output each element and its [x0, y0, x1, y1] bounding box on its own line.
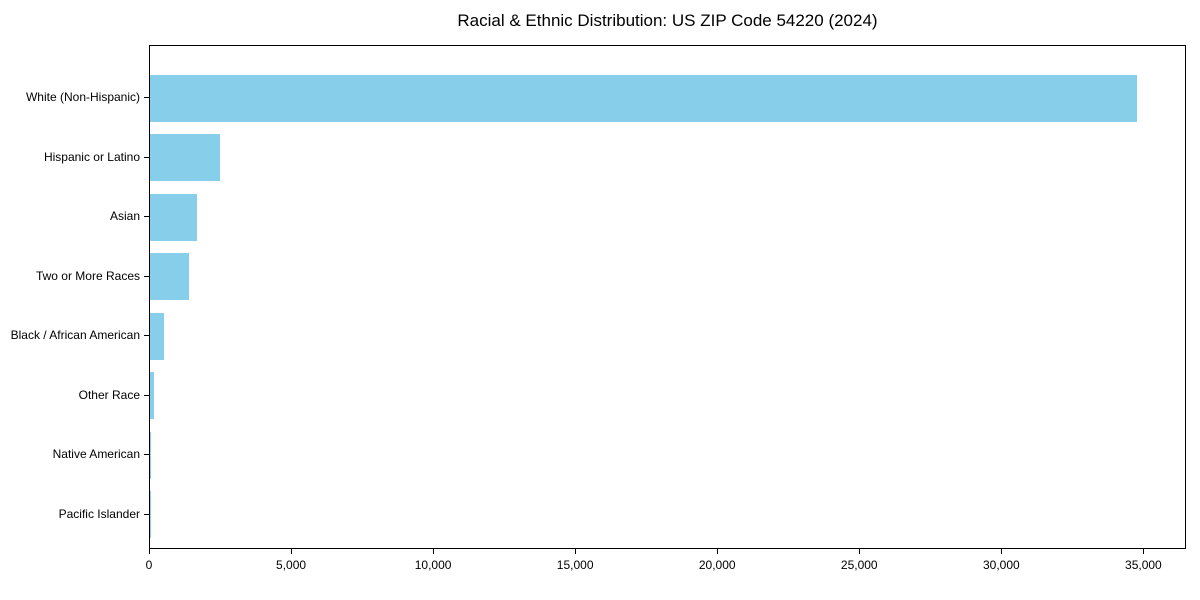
- x-tick-label: 20,000: [698, 558, 736, 572]
- bar: [150, 372, 154, 420]
- y-tick-mark: [144, 454, 149, 456]
- x-tick-mark: [149, 549, 150, 554]
- x-tick-label: 10,000: [414, 558, 452, 572]
- x-tick-label: 15,000: [556, 558, 594, 572]
- x-tick-label: 25,000: [840, 558, 878, 572]
- x-tick-mark: [859, 549, 861, 554]
- y-tick-mark: [144, 513, 149, 515]
- x-tick-mark: [717, 549, 719, 554]
- y-tick-mark: [144, 216, 149, 218]
- y-axis-category-label: White (Non-Hispanic): [25, 90, 140, 104]
- x-tick-mark: [291, 549, 293, 554]
- y-axis-category-label: Two or More Races: [35, 268, 140, 283]
- y-axis-category-label: Black / African American: [10, 328, 140, 343]
- chart-title: Racial & Ethnic Distribution: US ZIP Cod…: [457, 11, 878, 30]
- bar: [150, 193, 197, 241]
- x-tick-label: 35,000: [1125, 558, 1162, 572]
- x-tick-label: 30,000: [982, 558, 1020, 572]
- x-tick-mark: [433, 549, 435, 554]
- bar: [150, 312, 164, 360]
- y-axis-category-label: Asian: [109, 209, 140, 224]
- y-tick-mark: [144, 394, 149, 396]
- y-axis-category-label: Hispanic or Latino: [43, 149, 140, 164]
- x-tick-mark: [1143, 549, 1145, 554]
- x-tick-label: 5,000: [276, 558, 307, 572]
- x-tick-mark: [1001, 549, 1003, 554]
- y-tick-mark: [144, 97, 149, 98]
- bar: [150, 134, 220, 182]
- y-axis-category-label: Native American: [52, 447, 140, 462]
- bar: [150, 74, 1138, 122]
- bar: [150, 253, 190, 301]
- x-tick-label: 0: [145, 558, 153, 572]
- y-tick-mark: [144, 275, 149, 277]
- y-tick-mark: [144, 156, 149, 158]
- plot-area: [149, 45, 1186, 549]
- y-tick-mark: [144, 335, 149, 337]
- y-axis-category-label: Pacific Islander: [58, 506, 140, 521]
- y-axis-category-label: Other Race: [78, 387, 140, 402]
- x-tick-mark: [575, 549, 577, 554]
- bar: [150, 431, 151, 479]
